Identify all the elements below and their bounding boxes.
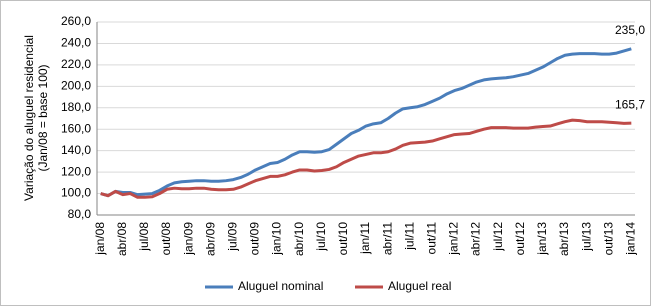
x-tick-label: jan/09	[181, 222, 195, 256]
x-tick-label: jul/13	[579, 222, 593, 252]
y-tick-label: 220,0	[61, 57, 91, 71]
x-tick-label: jul/10	[314, 222, 328, 252]
x-tick-label: jan/10	[270, 222, 284, 256]
x-tick-label: jul/12	[491, 222, 505, 252]
x-tick-label: out/09	[248, 222, 262, 256]
x-tick-label: abr/09	[203, 222, 217, 256]
y-tick-label: 140,0	[61, 143, 91, 157]
x-tick-label: abr/10	[292, 222, 306, 256]
x-tick-label: jan/12	[447, 222, 461, 256]
legend-label: Aluguel nominal	[238, 279, 323, 293]
x-tick-label: abr/11	[380, 222, 394, 255]
x-tick-label: jan/14	[623, 222, 637, 256]
x-tick-label: out/10	[336, 222, 350, 256]
x-tick-label: out/08	[159, 222, 173, 256]
y-tick-label: 120,0	[61, 164, 91, 178]
x-tick-label: jan/08	[93, 222, 107, 256]
series-line	[100, 118, 632, 199]
x-tick-label: out/12	[513, 222, 527, 256]
x-tick-label: abr/12	[469, 222, 483, 256]
y-axis-title: Variação do aluguel residencial	[22, 35, 36, 201]
series-line	[100, 47, 632, 198]
data-label: 235,0	[615, 23, 645, 37]
legend-label: Aluguel real	[388, 279, 451, 293]
y-tick-label: 100,0	[61, 186, 91, 200]
x-tick-label: jul/11	[402, 222, 416, 251]
y-axis-title: (Jan/08 = base 100)	[36, 64, 50, 171]
y-tick-label: 160,0	[61, 121, 91, 135]
y-tick-label: 240,0	[61, 36, 91, 50]
y-tick-label: 200,0	[61, 79, 91, 93]
y-tick-label: 180,0	[61, 100, 91, 114]
x-tick-label: jul/08	[137, 222, 151, 252]
x-tick-label: jul/09	[226, 222, 240, 252]
x-tick-label: jan/11	[358, 222, 372, 255]
y-tick-label: 80,0	[68, 207, 92, 221]
y-tick-label: 260,0	[61, 14, 91, 28]
x-tick-label: abr/08	[115, 222, 129, 256]
x-tick-label: out/11	[425, 222, 439, 255]
data-label: 165,7	[615, 97, 645, 111]
x-tick-label: abr/13	[557, 222, 571, 256]
x-tick-label: jan/13	[535, 222, 549, 256]
x-tick-label: out/13	[601, 222, 615, 256]
